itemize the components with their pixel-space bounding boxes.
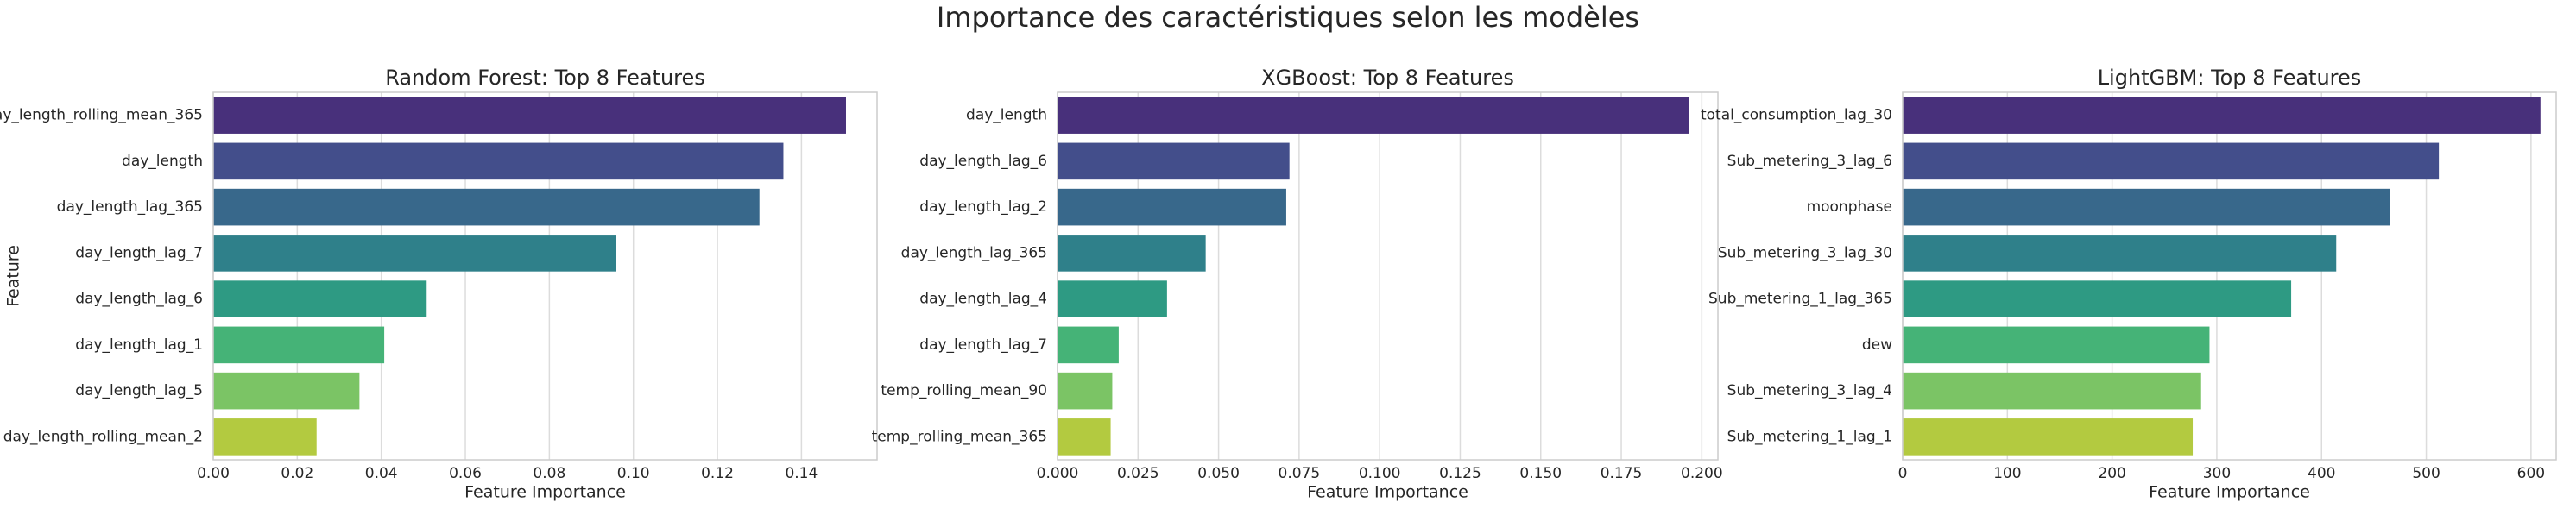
x-tick-label: 0.08 [533,465,565,482]
x-axis-label: Feature Importance [2149,483,2310,502]
bar [1058,97,1689,134]
bar [1903,326,2210,364]
x-tick-label: 0.200 [1681,465,1723,482]
x-tick-label: 0.075 [1279,465,1321,482]
y-tick-label: Sub_metering_1_lag_1 [1727,428,1892,445]
y-tick-label: dew [1862,336,1892,354]
y-tick-label: day_length_lag_365 [901,244,1047,261]
y-tick-label: day_length_lag_7 [75,244,203,261]
y-tick-label: day_length_rolling_mean_365 [0,107,203,124]
x-axis-label: Feature Importance [464,483,626,502]
bar [213,142,784,180]
bar [1058,280,1167,317]
y-tick-label: day_length_lag_5 [75,382,203,399]
bar [213,188,760,226]
bar [1058,372,1113,410]
bar [1903,235,2337,272]
axes-frame [212,91,878,461]
axes-frame [1902,91,2557,461]
x-tick-label: 300 [2203,465,2231,482]
bar [1903,372,2201,410]
y-tick-label: day_length_lag_6 [75,291,203,308]
x-tick-label: 0.04 [365,465,398,482]
x-tick-label: 0.12 [701,465,734,482]
bar [1903,188,2390,226]
y-tick-label: temp_rolling_mean_365 [872,428,1047,445]
axes-frame [1057,91,1719,461]
x-tick-label: 0.125 [1439,465,1481,482]
x-tick-label: 0.050 [1197,465,1240,482]
y-tick-label: day_length_lag_365 [57,198,203,216]
x-axis-label: Feature Importance [1307,483,1468,502]
y-tick-label: temp_rolling_mean_90 [881,382,1047,399]
y-tick-label: Sub_metering_3_lag_4 [1727,382,1892,399]
x-tick-label: 0.100 [1359,465,1401,482]
x-tick-label: 400 [2308,465,2335,482]
bar [1058,418,1111,456]
y-tick-label: Sub_metering_1_lag_365 [1708,291,1892,308]
x-tick-label: 500 [2412,465,2440,482]
y-tick-label: day_length_lag_6 [919,153,1047,170]
y-tick-label: day_length_lag_2 [919,198,1047,216]
x-tick-label: 0.10 [617,465,650,482]
y-tick-label: total_consumption_lag_30 [1701,107,1892,124]
subplot-title: LightGBM: Top 8 Features [2098,66,2362,90]
bar [1903,280,2292,317]
bar [1903,418,2194,456]
x-tick-label: 0.175 [1601,465,1643,482]
x-tick-label: 0.00 [197,465,230,482]
bar [1058,142,1290,180]
figure-title: Importance des caractéristiques selon le… [937,1,1639,34]
y-tick-label: day_length_lag_7 [919,336,1047,354]
x-tick-label: 0.025 [1117,465,1159,482]
bar [213,372,360,410]
y-tick-label: Sub_metering_3_lag_6 [1727,153,1892,170]
y-tick-label: day_length_lag_4 [919,291,1047,308]
y-tick-label: day_length [122,153,203,170]
subplot-title: XGBoost: Top 8 Features [1261,66,1514,90]
x-tick-label: 0.02 [281,465,313,482]
x-tick-label: 0.06 [449,465,482,482]
x-tick-label: 0.000 [1037,465,1079,482]
bar [1058,188,1286,226]
y-tick-label: day_length [966,107,1047,124]
bar [213,418,317,456]
bar [213,97,846,134]
bar [1058,326,1119,364]
x-tick-label: 100 [1993,465,2021,482]
bar [213,326,385,364]
bar [213,280,427,317]
x-tick-label: 0 [1898,465,1908,482]
x-tick-label: 0.14 [785,465,818,482]
x-tick-label: 600 [2517,465,2545,482]
y-tick-label: Sub_metering_3_lag_30 [1718,244,1892,261]
y-tick-label: moonphase [1807,198,1892,216]
y-axis-label: Feature [4,245,23,307]
y-tick-label: day_length_lag_1 [75,336,203,354]
y-tick-label: day_length_rolling_mean_2 [3,428,203,445]
bar [1058,235,1206,272]
x-tick-label: 200 [2098,465,2125,482]
bar [1903,142,2440,180]
subplot-title: Random Forest: Top 8 Features [385,66,705,90]
bar [1903,97,2541,134]
bar [213,235,616,272]
x-tick-label: 0.150 [1519,465,1562,482]
